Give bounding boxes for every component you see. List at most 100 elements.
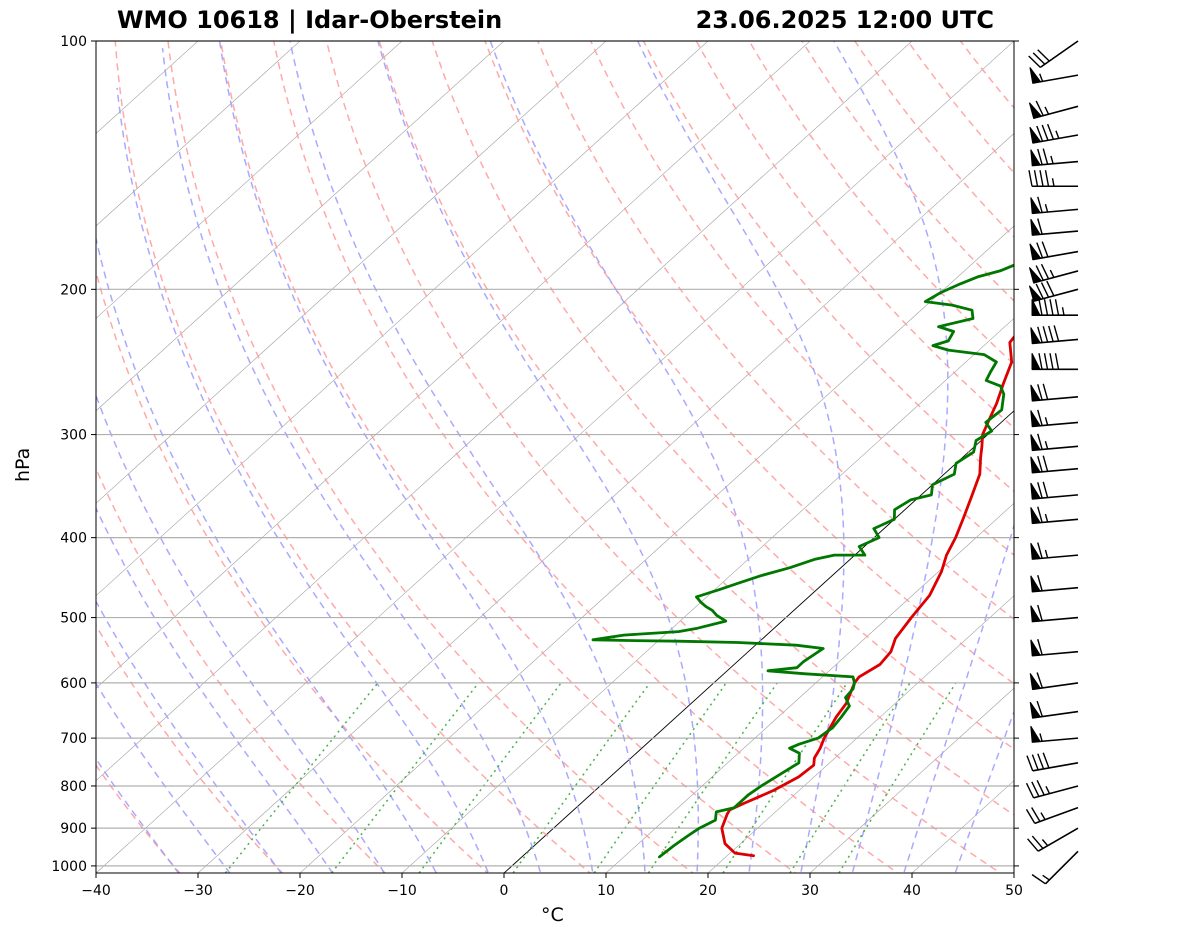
temperature-profile bbox=[720, 335, 1014, 858]
background-lines bbox=[0, 23, 1181, 884]
wind-barb bbox=[1031, 850, 1079, 885]
barb-feather bbox=[1028, 55, 1041, 68]
barb-feather bbox=[1037, 409, 1043, 426]
dry-adiabat bbox=[96, 269, 489, 873]
barb-feather bbox=[1037, 753, 1045, 770]
mixing-ratio-line bbox=[593, 682, 727, 873]
barb-staff bbox=[1033, 785, 1079, 799]
barb-half-feather bbox=[1039, 733, 1043, 742]
mixing-ratio-line bbox=[647, 682, 778, 873]
dry-adiabat bbox=[96, 763, 181, 873]
moist-adiabat bbox=[289, 41, 646, 873]
barb-flag bbox=[1030, 575, 1041, 593]
barb-feather bbox=[1053, 325, 1060, 342]
moist-adiabat bbox=[96, 682, 231, 873]
wind-barb bbox=[1030, 604, 1079, 623]
mixing-ratio-line bbox=[789, 682, 911, 873]
isotherm bbox=[96, 41, 913, 782]
profiles bbox=[591, 263, 1014, 859]
barb-flag bbox=[1030, 456, 1041, 474]
moist-adiabat bbox=[954, 709, 1014, 873]
mixing-ratio-line bbox=[331, 682, 480, 873]
wind-barb bbox=[1029, 123, 1079, 144]
y-tick-label: 800 bbox=[60, 779, 87, 795]
barb-feather bbox=[1043, 299, 1049, 316]
dry-adiabat bbox=[1103, 23, 1181, 884]
isotherm bbox=[96, 41, 403, 319]
barb-flag bbox=[1028, 285, 1043, 302]
wind-barb bbox=[1030, 325, 1079, 345]
x-tick-label: −20 bbox=[285, 883, 315, 899]
moist-adiabat bbox=[903, 523, 1014, 873]
barb-flag bbox=[1028, 267, 1043, 284]
barb-feather bbox=[1027, 838, 1039, 852]
x-tick-label: 30 bbox=[801, 883, 819, 899]
barb-feather bbox=[1035, 283, 1044, 299]
moist-adiabat bbox=[377, 41, 700, 873]
barb-staff bbox=[1044, 850, 1079, 885]
barb-feather bbox=[1043, 353, 1049, 370]
moist-adiabat bbox=[96, 600, 282, 873]
barb-flag bbox=[1030, 434, 1041, 451]
dry-adiabat bbox=[0, 23, 85, 884]
isotherm bbox=[96, 41, 97, 42]
mixing-ratio-line bbox=[722, 682, 848, 873]
wind-barb bbox=[1025, 806, 1079, 825]
barb-half-feather bbox=[1045, 785, 1051, 794]
barb-feather bbox=[1032, 52, 1046, 65]
moist-adiabat bbox=[161, 48, 542, 873]
barb-flag bbox=[1029, 243, 1042, 261]
wind-barb bbox=[1030, 639, 1079, 657]
wind-barb bbox=[1031, 353, 1078, 371]
y-tick-label: 600 bbox=[60, 676, 87, 692]
barb-feather bbox=[1054, 353, 1060, 370]
dewpoint-profile bbox=[591, 263, 1014, 859]
dry-adiabat bbox=[272, 41, 900, 873]
isotherm bbox=[96, 41, 301, 227]
wind-barb bbox=[1030, 383, 1079, 402]
moist-adiabat bbox=[489, 41, 764, 873]
wind-barb bbox=[1030, 196, 1079, 215]
barb-feather bbox=[1037, 542, 1043, 559]
x-tick-label: 50 bbox=[1005, 883, 1023, 899]
moist-adiabat bbox=[96, 757, 180, 873]
barb-feather bbox=[1035, 265, 1044, 281]
isotherm bbox=[197, 133, 1014, 873]
barb-staff bbox=[1039, 40, 1079, 69]
barb-feather bbox=[1046, 123, 1055, 140]
barb-staff bbox=[1037, 827, 1079, 852]
barb-staff bbox=[1034, 806, 1079, 825]
barb-feather bbox=[1041, 124, 1049, 141]
x-axis-ticks: −40 −30 −20 −10 0 10 20 30 40 50 bbox=[81, 873, 1023, 899]
wind-barbs bbox=[1025, 40, 1079, 885]
wind-barb bbox=[1029, 67, 1079, 84]
barb-half-feather bbox=[1042, 874, 1050, 881]
dry-adiabat bbox=[378, 41, 1014, 816]
wind-barb bbox=[1029, 241, 1079, 261]
barb-half-feather bbox=[1041, 839, 1049, 847]
x-tick-label: 0 bbox=[500, 883, 509, 899]
mixing-ratio-line bbox=[838, 682, 957, 873]
barb-half-feather bbox=[1049, 269, 1055, 278]
x-axis-label: °C bbox=[541, 904, 564, 926]
barb-half-feather bbox=[1050, 155, 1054, 164]
barb-flag bbox=[1029, 126, 1042, 144]
barb-feather bbox=[1031, 874, 1046, 885]
barb-feather bbox=[1033, 170, 1039, 187]
barb-feather bbox=[1042, 383, 1049, 400]
x-tick-label: −30 bbox=[183, 883, 213, 899]
barb-feather bbox=[1042, 455, 1049, 472]
isotherm bbox=[96, 41, 1014, 873]
barb-feather bbox=[1037, 384, 1043, 401]
dry-adiabat bbox=[1155, 23, 1181, 884]
barb-flag bbox=[1030, 725, 1041, 743]
x-tick-label: 40 bbox=[903, 883, 921, 899]
barb-feather bbox=[1037, 482, 1043, 499]
barb-flag bbox=[1028, 102, 1043, 119]
wind-barb bbox=[1030, 218, 1079, 236]
barb-flag bbox=[1030, 327, 1041, 344]
y-tick-label: 700 bbox=[60, 731, 87, 747]
barb-feather bbox=[1037, 326, 1043, 343]
mixing-ratio-line bbox=[224, 682, 379, 873]
